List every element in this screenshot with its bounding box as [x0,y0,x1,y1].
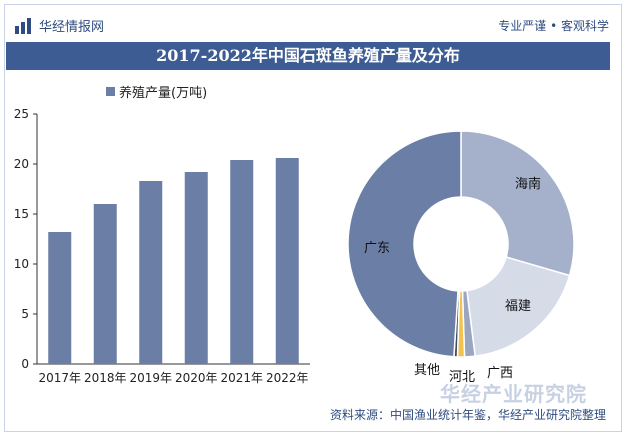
slice-label: 其他 [414,363,440,378]
legend-label: 养殖产量(万吨) [119,86,208,101]
bar [48,232,72,364]
y-tick-label: 25 [14,107,29,121]
slice-label: 广东 [364,241,390,256]
brand: 华经情报网 [15,16,104,35]
bar-chart: 0 5 10 15 20 25 2017年 2018年 2019年 2020年 2021年 2022年 [14,107,310,385]
x-tick-label: 2022年 [266,371,309,385]
watermark: 华经产业研究院 [440,382,587,406]
y-tick-label: 15 [14,207,29,221]
slice-label: 河北 [449,370,475,385]
source-note: 资料来源：中国渔业统计年鉴，华经产业研究院整理 [329,408,606,422]
donut-slice [460,130,575,277]
x-tick-label: 2017年 [38,371,81,385]
x-tick-label: 2019年 [129,371,172,385]
donut-slice [466,256,571,357]
brand-name: 华经情报网 [39,20,105,35]
bar [184,172,208,364]
y-tick-label: 0 [21,357,29,371]
y-tick-label: 5 [21,307,29,321]
slice-label: 广西 [487,366,513,381]
x-tick-label: 2020年 [175,371,218,385]
header: 华经情报网 专业严谨 • 客观科学 [5,5,621,43]
bar [275,158,299,364]
x-tick-label: 2021年 [220,371,263,385]
x-tick-label: 2018年 [84,371,127,385]
slogan: 专业严谨 • 客观科学 [498,19,609,33]
donut-slice [347,130,462,358]
chart-title: 2017-2022年中国石斑鱼养殖产量及分布 [6,42,610,70]
bar-legend: 养殖产量(万吨) [106,82,207,101]
legend-swatch [106,87,115,96]
slice-label: 海南 [515,176,541,192]
bar [230,160,254,364]
brand-logo-icon [15,17,33,34]
bar [139,181,163,364]
bar [93,204,117,364]
y-tick-label: 10 [14,257,29,271]
slice-label: 福建 [505,299,531,314]
y-tick-label: 20 [14,157,29,171]
